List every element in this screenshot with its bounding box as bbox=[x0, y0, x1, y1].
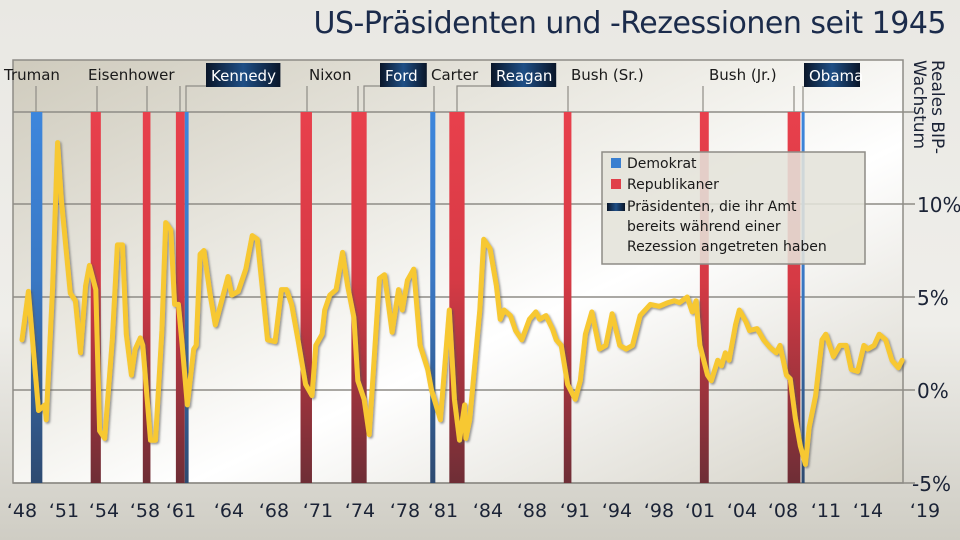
president-label-box: Kennedy bbox=[206, 63, 281, 87]
recession-bar-republican bbox=[142, 112, 151, 483]
x-tick-label: ‘04 bbox=[727, 500, 757, 522]
legend-label: Demokrat bbox=[627, 156, 697, 172]
legend-label: Republikaner bbox=[627, 177, 719, 193]
president-name: Bush (Jr.) bbox=[709, 66, 777, 84]
president-name: Truman bbox=[3, 66, 60, 84]
president-name: Bush (Sr.) bbox=[571, 66, 644, 84]
legend-label: Rezession angetreten haben bbox=[627, 239, 827, 255]
president-box-bg bbox=[491, 63, 557, 87]
x-tick-label: ‘88 bbox=[517, 500, 547, 522]
legend-swatch-democrat bbox=[611, 158, 621, 168]
chart-title: US-Präsidenten und -Rezessionen seit 194… bbox=[313, 6, 947, 41]
x-tick-label: ‘51 bbox=[49, 500, 79, 522]
y-tick-label: 5% bbox=[917, 286, 949, 310]
president-leader-lines bbox=[35, 85, 804, 112]
president-box-bg bbox=[804, 63, 860, 87]
president-box-bg bbox=[206, 63, 281, 87]
president-name: Kennedy bbox=[211, 67, 276, 85]
president-box-bg bbox=[380, 63, 427, 87]
legend-label: Präsidenten, die ihr Amt bbox=[627, 199, 797, 215]
recession-bar-democrat bbox=[430, 112, 436, 483]
legend-box bbox=[601, 151, 866, 265]
x-tick-label: ‘11 bbox=[811, 500, 841, 522]
x-tick-label: ‘81 bbox=[428, 500, 458, 522]
president-name: Carter bbox=[431, 66, 479, 84]
president-name: Reagan bbox=[496, 67, 552, 85]
leader-line bbox=[363, 85, 380, 112]
recession-bar-democrat bbox=[801, 112, 805, 483]
president-label-box: Ford bbox=[380, 63, 427, 87]
x-tick-label: ‘64 bbox=[214, 500, 244, 522]
y-tick-labels: 10% 5% 0% -5% bbox=[912, 193, 960, 496]
y-axis-title-line2: Wachstum bbox=[909, 60, 929, 149]
y-tick-label: -5% bbox=[912, 472, 951, 496]
gdp-growth-line bbox=[19, 140, 905, 467]
x-tick-label: ‘14 bbox=[853, 500, 883, 522]
x-tick-label: ‘19 bbox=[910, 500, 940, 522]
president-name: Obama bbox=[809, 67, 863, 85]
recession-bar-democrat bbox=[184, 112, 189, 483]
x-tick-label: ‘01 bbox=[685, 500, 715, 522]
y-axis-title-line1: Reales BIP- bbox=[927, 60, 947, 154]
legend-label: bereits während einer bbox=[627, 219, 781, 235]
x-tick-label: ‘68 bbox=[259, 500, 289, 522]
x-tick-label: ‘84 bbox=[473, 500, 503, 522]
recession-bar-republican bbox=[300, 112, 312, 483]
x-tick-label: ‘71 bbox=[303, 500, 333, 522]
recession-bar-republican bbox=[175, 112, 185, 483]
recession-bar-republican bbox=[351, 112, 367, 483]
x-tick-label: ‘78 bbox=[390, 500, 420, 522]
x-tick-label: ‘74 bbox=[345, 500, 375, 522]
y-tick-label: 0% bbox=[917, 379, 949, 403]
president-labels: Truman Eisenhower Kennedy Nixon Ford Carter Re… bbox=[3, 63, 863, 87]
president-name: Ford bbox=[385, 67, 418, 85]
x-tick-label: ‘94 bbox=[602, 500, 632, 522]
leader-line bbox=[185, 85, 206, 112]
leader-line bbox=[456, 85, 491, 112]
president-label-box: Reagan bbox=[491, 63, 557, 87]
x-tick-label: ‘91 bbox=[560, 500, 590, 522]
x-tick-label: ‘54 bbox=[89, 500, 119, 522]
x-tick-labels: ‘48 ‘51 ‘54 ‘58 ‘61 ‘64 ‘68 ‘71 ‘74 ‘78 ‘81 ‘84 ‘88 ‘… bbox=[7, 500, 940, 522]
legend-swatch-republican bbox=[611, 179, 621, 189]
legend-swatch-dark bbox=[607, 203, 625, 211]
x-tick-label: ‘61 bbox=[166, 500, 196, 522]
recession-bar-democrat bbox=[30, 112, 43, 483]
y-tick-label: 10% bbox=[917, 193, 960, 217]
x-tick-label: ‘08 bbox=[768, 500, 798, 522]
legend: Demokrat Republikaner Präsidenten, die ihr… bbox=[601, 151, 866, 265]
y-axis-title: Reales BIP- Wachstum bbox=[909, 60, 947, 154]
x-tick-label: ‘58 bbox=[130, 500, 160, 522]
president-name: Nixon bbox=[309, 66, 352, 84]
x-tick-label: ‘48 bbox=[7, 500, 37, 522]
president-name: Eisenhower bbox=[88, 66, 175, 84]
president-label-box: Obama bbox=[804, 63, 863, 87]
x-tick-label: ‘98 bbox=[644, 500, 674, 522]
recession-bar-republican bbox=[699, 112, 709, 483]
recession-bar-republican bbox=[563, 112, 572, 483]
